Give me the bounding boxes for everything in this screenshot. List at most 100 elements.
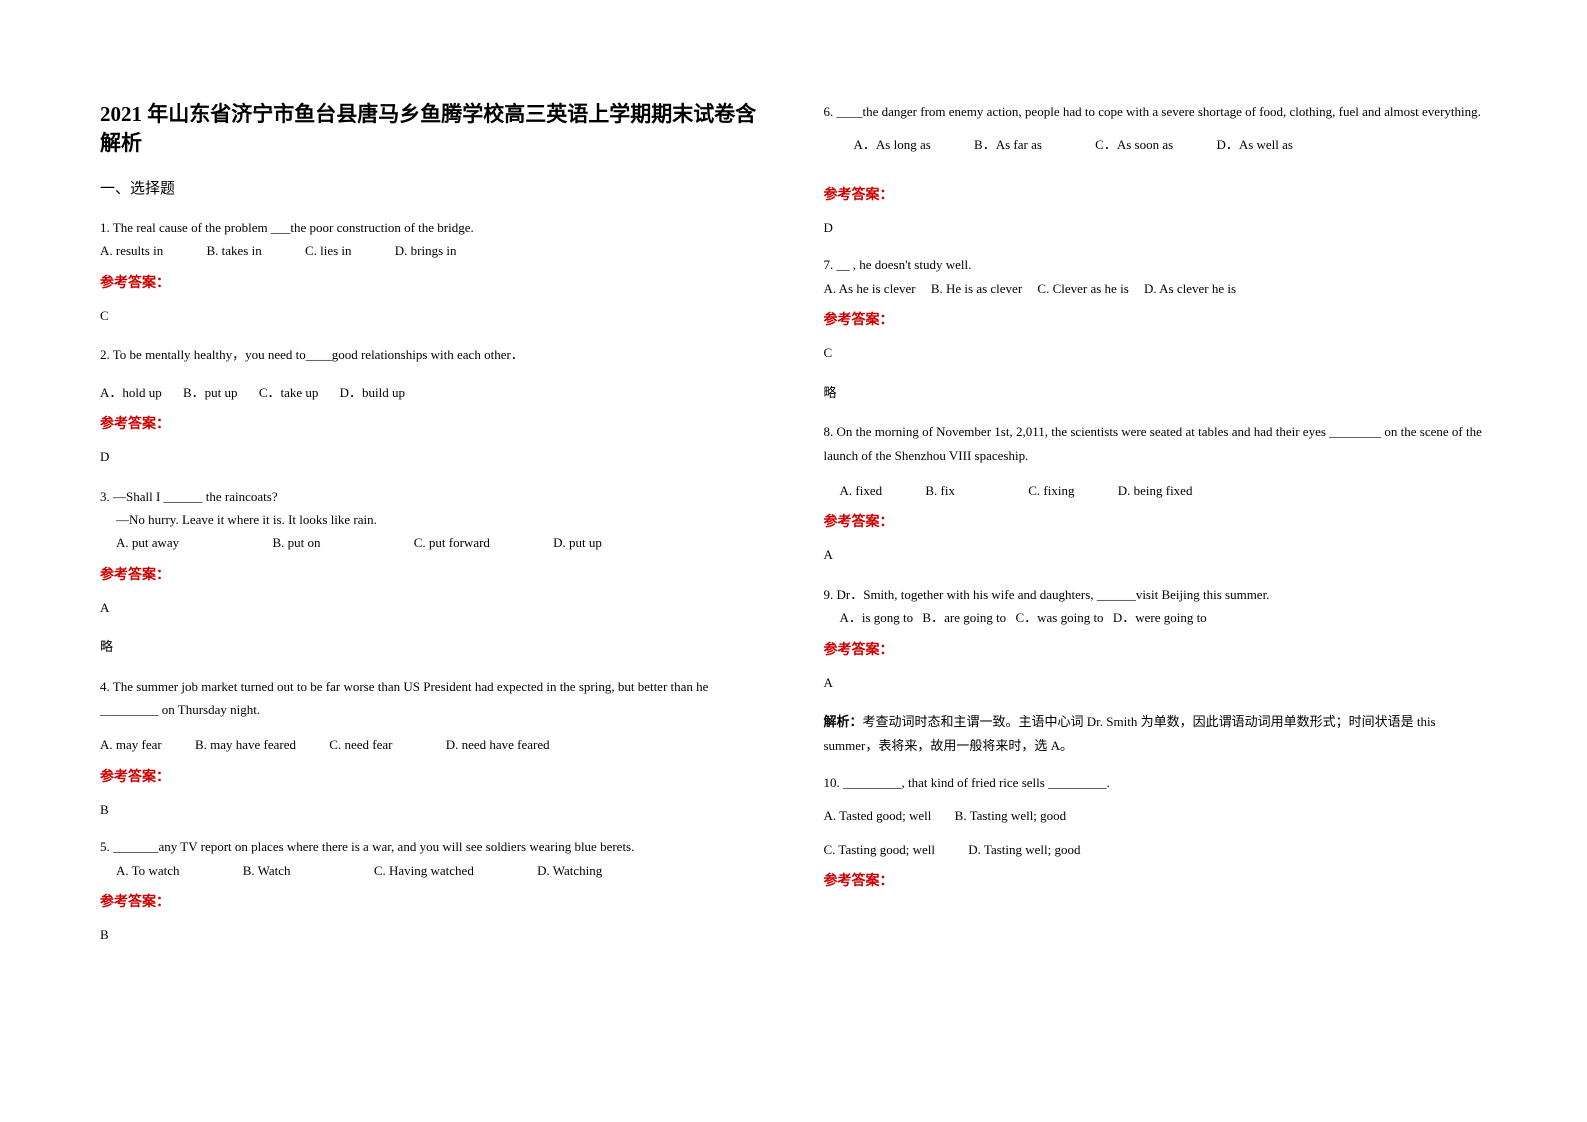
- option-c: C. Having watched: [374, 859, 474, 882]
- answer-label: 参考答案：: [824, 183, 1488, 208]
- question-1: 1. The real cause of the problem ___the …: [100, 216, 764, 327]
- question-3: 3. —Shall I ______ the raincoats? —No hu…: [100, 485, 764, 659]
- option-a: A. fixed: [840, 479, 883, 502]
- answer: B: [100, 923, 764, 946]
- option-c: C. fixing: [1028, 479, 1074, 502]
- question-10: 10. _________, that kind of fried rice s…: [824, 771, 1488, 894]
- option-b: B. Tasting well; good: [955, 804, 1067, 827]
- option-d: D. being fixed: [1118, 479, 1193, 502]
- option-b: B. may have feared: [195, 733, 296, 756]
- option-c: C. need fear: [329, 733, 392, 756]
- option-a: A．is gong to: [840, 606, 914, 629]
- options: A. fixed B. fix C. fixing D. being fixed: [824, 479, 1488, 502]
- question-text: 1. The real cause of the problem ___the …: [100, 216, 764, 239]
- option-b: B．As far as: [974, 133, 1042, 156]
- option-d: D. brings in: [395, 239, 457, 262]
- question-text2: —No hurry. Leave it where it is. It look…: [100, 508, 764, 531]
- question-text: 5. _______any TV report on places where …: [100, 835, 764, 858]
- answer-label: 参考答案：: [100, 890, 764, 915]
- option-b: B. takes in: [206, 239, 261, 262]
- option-c: C．was going to: [1015, 606, 1103, 629]
- options: A. may fear B. may have feared C. need f…: [100, 733, 764, 756]
- option-d: D．build up: [340, 381, 405, 404]
- options: A．is gong to B．are going to C．was going …: [824, 606, 1488, 629]
- option-c: C. Tasting good; well: [824, 838, 936, 861]
- options: A．hold up B．put up C．take up D．build up: [100, 381, 764, 404]
- answer-note: 略: [824, 381, 1488, 404]
- page-title: 2021 年山东省济宁市鱼台县唐马乡鱼腾学校高三英语上学期期末试卷含解析: [100, 100, 764, 159]
- option-d: D．As well as: [1216, 133, 1293, 156]
- question-5: 5. _______any TV report on places where …: [100, 835, 764, 946]
- option-a: A．As long as: [854, 133, 931, 156]
- answer: B: [100, 798, 764, 821]
- option-d: D. As clever he is: [1144, 277, 1236, 300]
- answer: D: [100, 445, 764, 468]
- option-c: C. lies in: [305, 239, 352, 262]
- options-2: C. Tasting good; well D. Tasting well; g…: [824, 838, 1488, 861]
- answer-label: 参考答案：: [100, 412, 764, 437]
- option-b: B. Watch: [243, 859, 291, 882]
- option-d: D．were going to: [1113, 606, 1207, 629]
- option-d: D. Tasting well; good: [968, 838, 1080, 861]
- answer-label: 参考答案：: [824, 510, 1488, 535]
- question-text: 6. ____the danger from enemy action, peo…: [824, 100, 1488, 123]
- explain-text: 考查动词时态和主谓一致。主语中心词 Dr. Smith 为单数，因此谓语动词用单…: [824, 714, 1436, 752]
- question-7: 7. __ , he doesn't study well. A. As he …: [824, 253, 1488, 404]
- explain: 解析：考查动词时态和主谓一致。主语中心词 Dr. Smith 为单数，因此谓语动…: [824, 710, 1488, 757]
- answer-label: 参考答案：: [100, 765, 764, 790]
- answer-label: 参考答案：: [100, 271, 764, 296]
- options: A. put away B. put on C. put forward D. …: [100, 531, 764, 554]
- option-b: B．put up: [183, 381, 238, 404]
- option-a: A．hold up: [100, 381, 162, 404]
- answer-label: 参考答案：: [824, 638, 1488, 663]
- answer-label: 参考答案：: [824, 869, 1488, 894]
- question-text: 7. __ , he doesn't study well.: [824, 253, 1488, 276]
- question-text: 9. Dr．Smith, together with his wife and …: [824, 583, 1488, 606]
- answer: C: [100, 304, 764, 327]
- options: A. To watch B. Watch C. Having watched D…: [100, 859, 764, 882]
- option-c: C. put forward: [414, 531, 490, 554]
- question-4: 4. The summer job market turned out to b…: [100, 675, 764, 822]
- option-c: C. Clever as he is: [1037, 277, 1128, 300]
- option-b: B. put on: [272, 531, 320, 554]
- left-column: 2021 年山东省济宁市鱼台县唐马乡鱼腾学校高三英语上学期期末试卷含解析 一、选…: [100, 100, 794, 1072]
- question-text: 10. _________, that kind of fried rice s…: [824, 771, 1488, 794]
- option-a: A. may fear: [100, 733, 162, 756]
- option-a: A. put away: [116, 531, 179, 554]
- options: A. results in B. takes in C. lies in D. …: [100, 239, 764, 262]
- option-d: D. need have feared: [446, 733, 550, 756]
- options: A. As he is clever B. He is as clever C.…: [824, 277, 1488, 300]
- answer: C: [824, 341, 1488, 364]
- option-c: C．As soon as: [1095, 133, 1173, 156]
- question-2: 2. To be mentally healthy，you need to___…: [100, 343, 764, 468]
- question-text: 4. The summer job market turned out to b…: [100, 675, 764, 722]
- section-header: 一、选择题: [100, 177, 764, 198]
- question-8: 8. On the morning of November 1st, 2,011…: [824, 420, 1488, 567]
- question-9: 9. Dr．Smith, together with his wife and …: [824, 583, 1488, 757]
- answer-note: 略: [100, 635, 764, 658]
- question-6: 6. ____the danger from enemy action, peo…: [824, 100, 1488, 239]
- option-d: D. put up: [553, 531, 602, 554]
- option-a: A. As he is clever: [824, 277, 916, 300]
- explain-label: 解析：: [824, 714, 863, 729]
- answer: A: [824, 543, 1488, 566]
- answer-label: 参考答案：: [824, 308, 1488, 333]
- question-text: 2. To be mentally healthy，you need to___…: [100, 343, 764, 366]
- answer: A: [824, 671, 1488, 694]
- answer: A: [100, 596, 764, 619]
- options: A．As long as B．As far as C．As soon as D．…: [824, 133, 1488, 156]
- option-b: B. fix: [925, 479, 955, 502]
- option-c: C．take up: [259, 381, 319, 404]
- option-a: A. Tasted good; well: [824, 804, 932, 827]
- option-d: D. Watching: [537, 859, 602, 882]
- option-b: B．are going to: [922, 606, 1006, 629]
- answer: D: [824, 216, 1488, 239]
- option-b: B. He is as clever: [931, 277, 1022, 300]
- option-a: A. To watch: [116, 859, 179, 882]
- right-column: 6. ____the danger from enemy action, peo…: [794, 100, 1488, 1072]
- option-a: A. results in: [100, 239, 163, 262]
- options: A. Tasted good; well B. Tasting well; go…: [824, 804, 1488, 827]
- question-text: 3. —Shall I ______ the raincoats?: [100, 485, 764, 508]
- answer-label: 参考答案：: [100, 563, 764, 588]
- question-text: 8. On the morning of November 1st, 2,011…: [824, 420, 1488, 467]
